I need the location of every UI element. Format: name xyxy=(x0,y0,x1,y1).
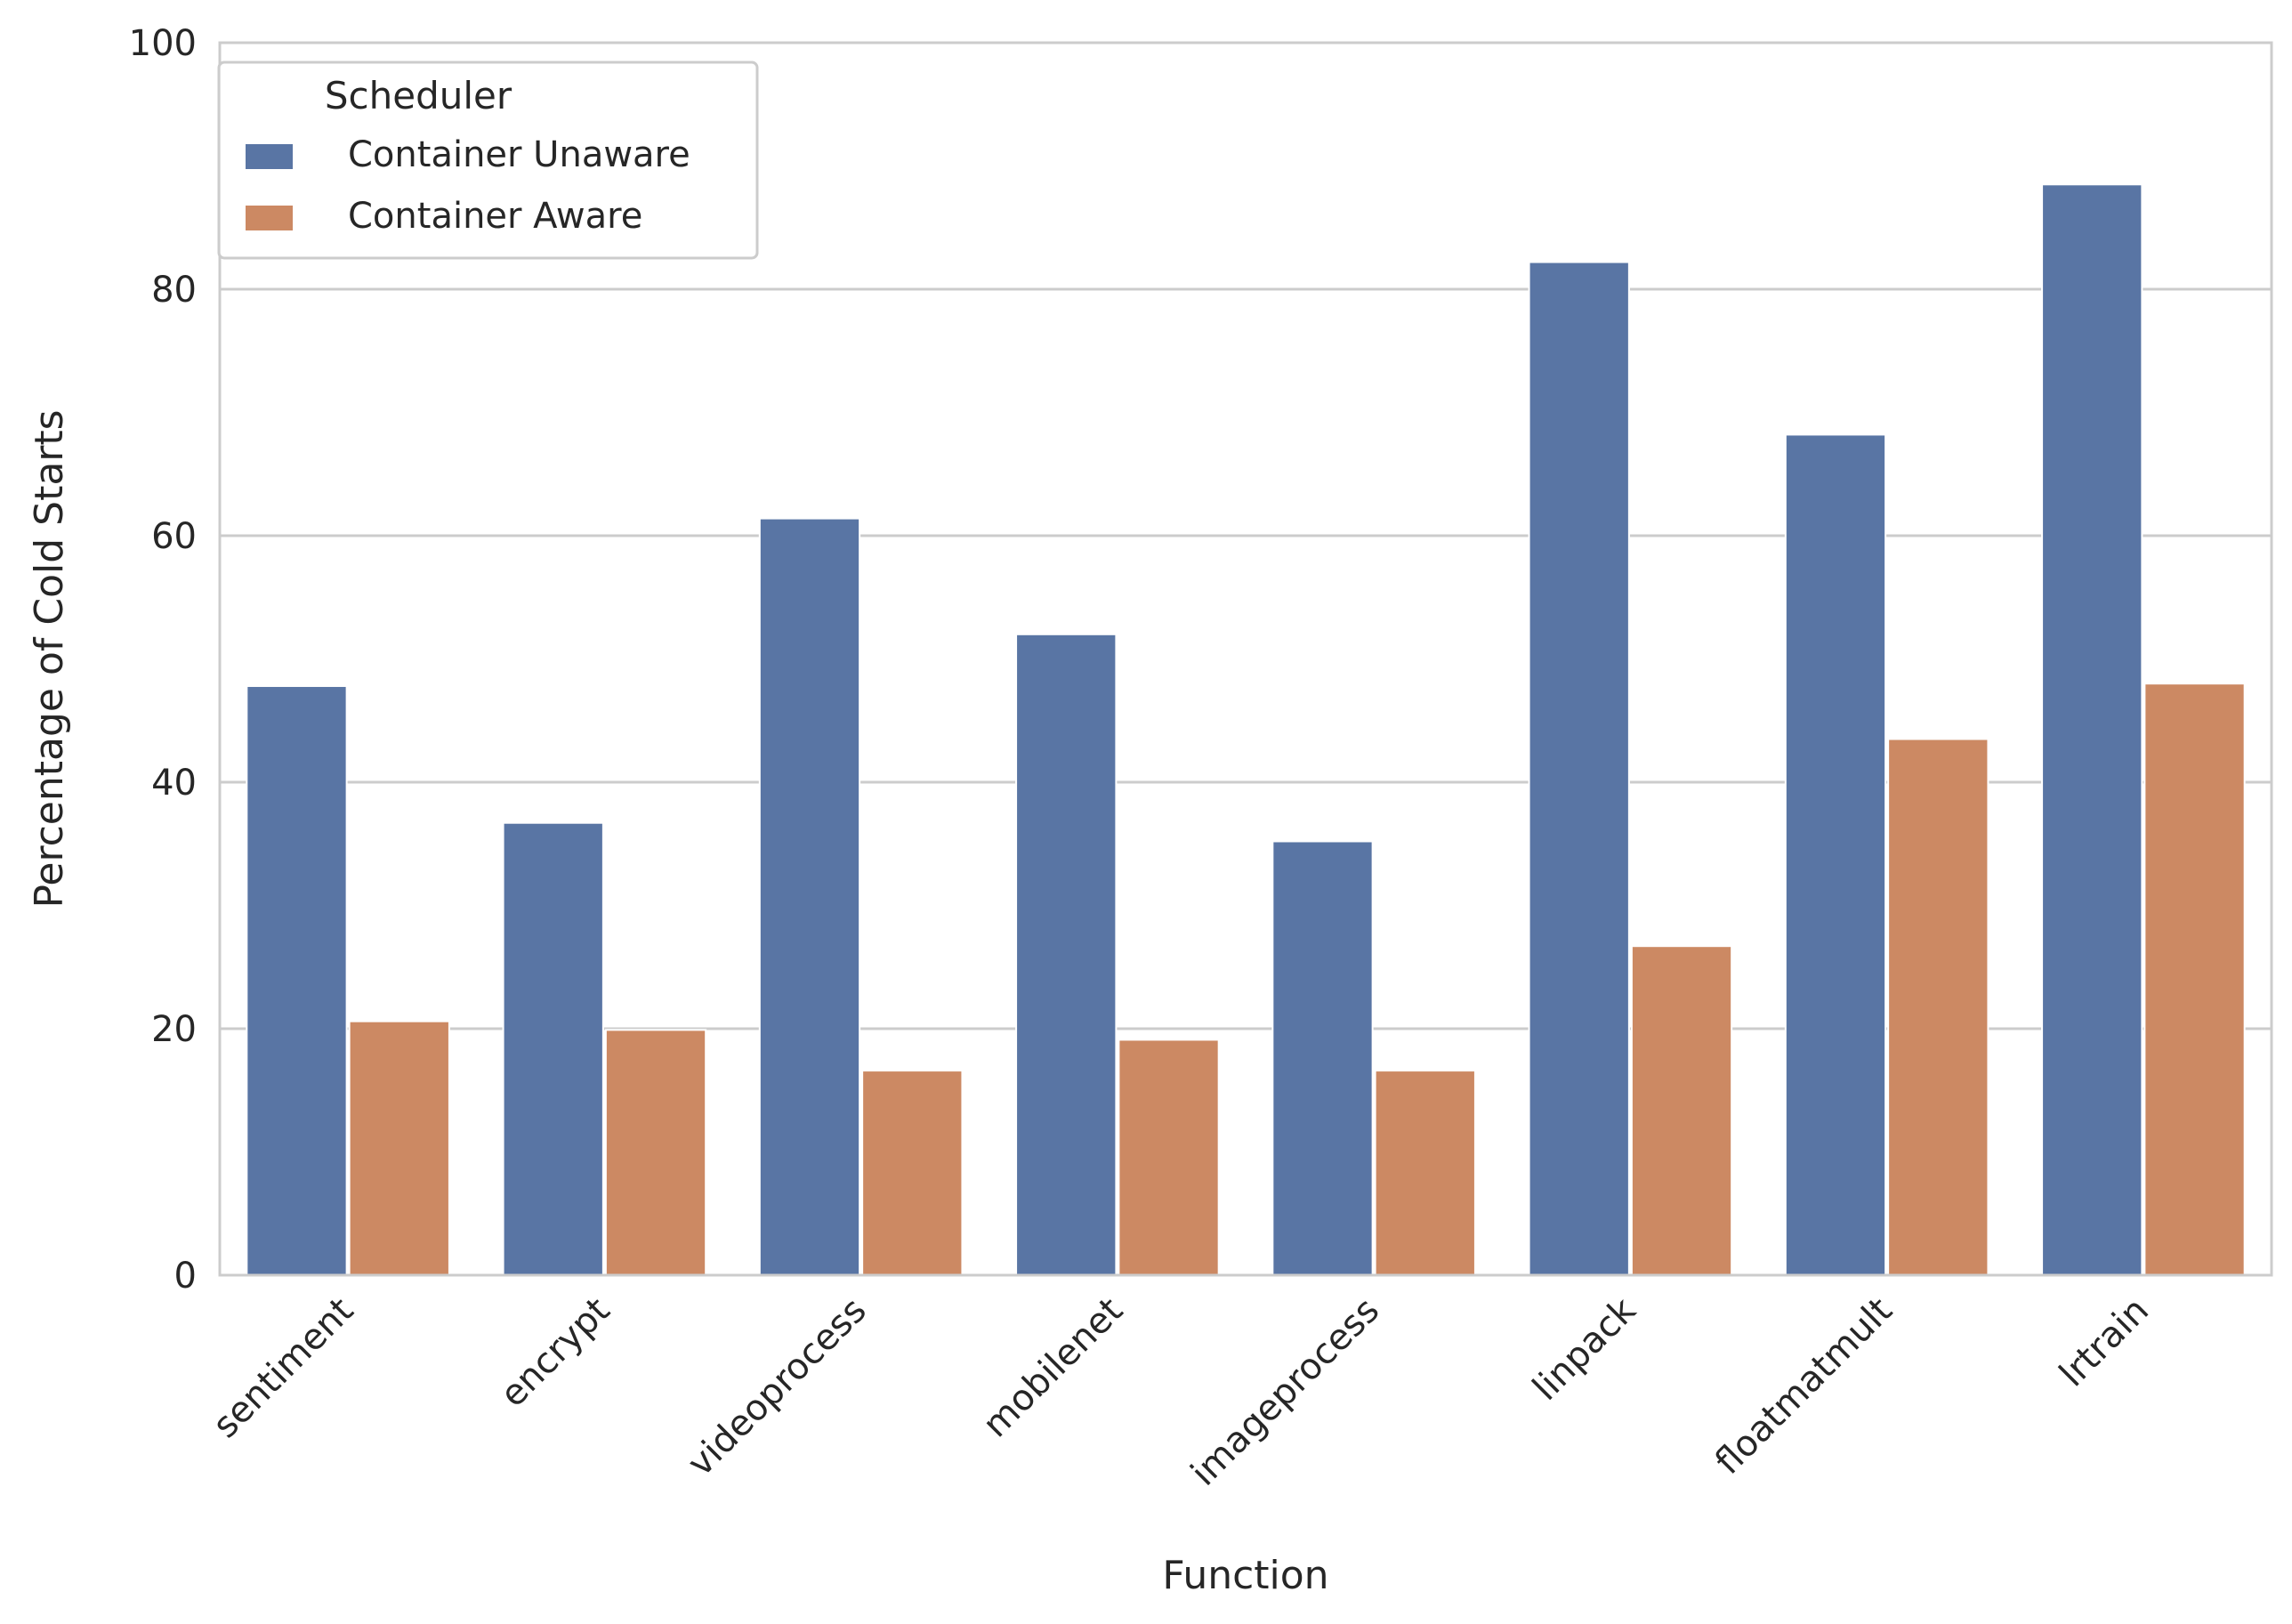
bar-container-unaware-linpack xyxy=(1528,261,1630,1276)
y-tick-label: 80 xyxy=(151,270,197,311)
x-axis-title: Function xyxy=(1162,1553,1328,1598)
bar-container-unaware-mobilenet xyxy=(1015,633,1118,1276)
y-tick-labels: 0 20 40 60 80 100 xyxy=(129,23,197,1297)
x-tick-label: sentiment xyxy=(206,1290,362,1447)
plot-frame xyxy=(218,41,2273,1277)
bar-container-aware-lrtrain xyxy=(2143,683,2246,1276)
y-axis-title: Percentage of Cold Starts xyxy=(27,409,72,908)
bar-container-unaware-floatmatmult xyxy=(1784,433,1887,1276)
x-tick-label: encrypt xyxy=(493,1290,618,1416)
bars xyxy=(246,183,2246,1277)
bar-container-aware-videoprocess xyxy=(861,1070,964,1276)
legend-title: Scheduler xyxy=(325,74,512,117)
y-tick-label: 0 xyxy=(174,1256,197,1297)
bar-container-aware-imageprocess xyxy=(1374,1070,1476,1276)
legend-box xyxy=(217,61,759,260)
bar-container-aware-encrypt xyxy=(604,1029,707,1276)
legend-swatch xyxy=(246,144,293,169)
bar-container-unaware-encrypt xyxy=(502,821,604,1277)
y-tick-label: 100 xyxy=(129,23,197,64)
x-tick-label: imageprocess xyxy=(1183,1290,1387,1494)
y-tick-label: 20 xyxy=(151,1009,197,1050)
bar-container-aware-linpack xyxy=(1630,945,1733,1276)
x-tick-label: lrtrain xyxy=(2052,1290,2157,1395)
bar-container-unaware-imageprocess xyxy=(1271,840,1374,1276)
legend-label: Container Unaware xyxy=(348,134,690,175)
bar-container-aware-sentiment xyxy=(348,1020,450,1276)
bar-container-aware-mobilenet xyxy=(1118,1038,1220,1276)
bar-container-unaware-sentiment xyxy=(246,684,348,1276)
legend-swatch xyxy=(246,206,293,230)
x-tick-labels: sentiment encrypt videoprocess mobilenet ima… xyxy=(206,1289,2157,1494)
x-tick-label: videoprocess xyxy=(680,1290,874,1484)
bar-container-unaware-videoprocess xyxy=(758,517,861,1276)
x-tick-label: mobilenet xyxy=(975,1290,1131,1446)
y-tick-label: 60 xyxy=(151,516,197,557)
x-tick-label: linpack xyxy=(1525,1289,1644,1409)
y-tick-label: 40 xyxy=(151,763,197,804)
legend-label: Container Aware xyxy=(348,196,642,237)
bar-container-aware-floatmatmult xyxy=(1887,738,1989,1276)
legend: Scheduler Container Unaware Container Awa… xyxy=(217,61,759,260)
bar-container-unaware-lrtrain xyxy=(2041,183,2143,1276)
x-tick-label: floatmatmult xyxy=(1707,1290,1900,1483)
